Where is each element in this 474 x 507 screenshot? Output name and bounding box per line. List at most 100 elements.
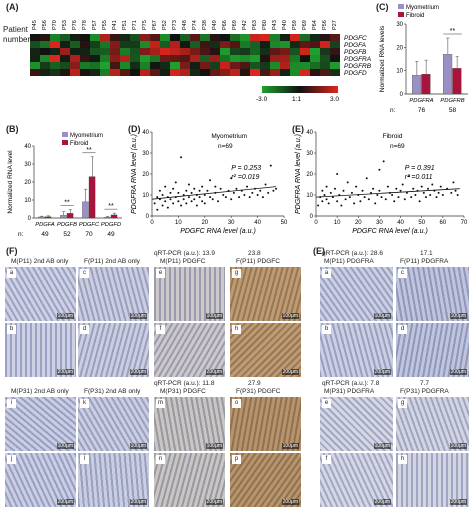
scatter-point [243,194,246,196]
heatmap-cell [80,41,90,48]
scatter-point [153,202,156,205]
heatmap-cell [280,62,290,69]
heatmap-cell [40,48,50,55]
heatmap-cell [250,55,260,62]
scatter-point [441,194,444,196]
scatter-point [435,196,438,199]
panel-b-label: (B) [6,124,19,134]
scatter-point [248,196,251,199]
heatmap-cell [200,48,210,55]
heatmap-cell [330,69,340,76]
tile-letter: l [80,455,89,464]
micrograph-tile: e 100μm [154,267,225,321]
scale-bar-label: 100μm [449,443,467,449]
patient-id: P55 [102,20,108,30]
patient-id: P76 [72,20,78,30]
tile-letter: o [232,399,241,408]
p-value: P = 0.253 [231,165,261,172]
heatmap-cell [210,48,220,55]
scatter-point [374,202,377,205]
panel-d-label: (D) [128,124,141,134]
scale-bar-label: 100μm [129,443,147,449]
heatmap-cell [70,34,80,41]
scatter-point [177,200,180,203]
heatmap-cell [180,41,190,48]
heatmap-cell [230,62,240,69]
x-tick-label: 30 [376,220,383,226]
heatmap-cell [130,55,140,62]
micrograph-header: F(P31) 2nd AB only [84,388,141,395]
tile-letter: b [322,325,331,334]
micrograph-tile: g 100μm [396,397,469,451]
heatmap-cell [180,69,190,76]
scatter-point [412,187,415,190]
micrograph-tile: d 200μm [396,323,469,377]
heatmap-cell [330,48,340,55]
patient-id: P80 [262,20,268,30]
scatter-point [405,191,408,194]
heatmap-cell [170,41,180,48]
y-tick-label: 0 [310,214,314,220]
scatter-point [372,187,375,190]
scatter-point [158,189,161,192]
heatmap-cell [300,55,310,62]
scatter-point [336,200,339,203]
heatmap-cell [40,69,50,76]
heatmap-cell [50,69,60,76]
patient-id: P66 [222,20,228,30]
heatmap-svg: P45 P56 P70 P53 P76 P78 P57 P55 P41 P51 P71 P75 P67 P… [30,20,372,103]
y-tick-label: 40 [142,130,149,136]
patient-id: P75 [142,20,148,30]
micrograph-tile: b 200μm [5,323,76,377]
heatmap-cell [190,34,200,41]
heatmap-cell [290,69,300,76]
heatmap-cell [310,69,320,76]
scale-bar-label: 100μm [281,313,299,319]
heatmap-cell [260,34,270,41]
scatter-point [431,183,434,186]
scale-bar-label: 100μm [449,313,467,319]
heatmap-cell [90,48,100,55]
tile-letter: e [156,269,165,278]
micrograph-tile: m 100μm [154,397,225,451]
micrograph-header: M(P31) 2nd AB only [11,388,69,395]
scatter-point [230,177,233,180]
scatter-point [275,187,278,190]
scatter-point [456,194,459,196]
scatter-point [393,200,396,203]
heatmap-cell [140,69,150,76]
legend-label-fibroid: Fibroid [70,141,88,147]
heatmap-cell [200,55,210,62]
scatter-point [414,194,417,196]
heatmap-cell [280,34,290,41]
micrograph-tile: c 100μm [78,267,149,321]
scale-bar-label: 200μm [129,499,147,505]
scatter-point [437,191,440,194]
heatmap-cell [140,34,150,41]
micrograph-tile: h 200μm [396,453,469,507]
micrograph-tile: i 100μm [5,397,76,451]
scatter-point [321,200,324,203]
tile-letter: p [232,455,241,464]
heatmap-cell [270,69,280,76]
micrograph-tile: p 200μm [230,453,301,507]
n-text: n=69 [218,143,233,150]
heatmap-cell [110,62,120,69]
x-tick-label: 30 [228,220,235,226]
heatmap-cell [240,55,250,62]
heatmap-cell [110,41,120,48]
scatter-point [180,156,183,159]
heatmap-cell [170,55,180,62]
micrograph-header: M(P11) PDGFRA [324,258,374,265]
n-value: 49 [107,231,115,238]
scatter-point [359,200,362,203]
y-tick-label: 10 [24,198,31,204]
heatmap-cell [270,34,280,41]
heatmap-cell [160,69,170,76]
x-tick-label: 0 [314,220,318,226]
panel-e2-label: (E) [313,246,325,256]
tile-letter: e [322,399,331,408]
micrograph-tile: f 200μm [154,323,225,377]
heatmap-cell [30,62,40,69]
scatter-point [325,198,328,201]
